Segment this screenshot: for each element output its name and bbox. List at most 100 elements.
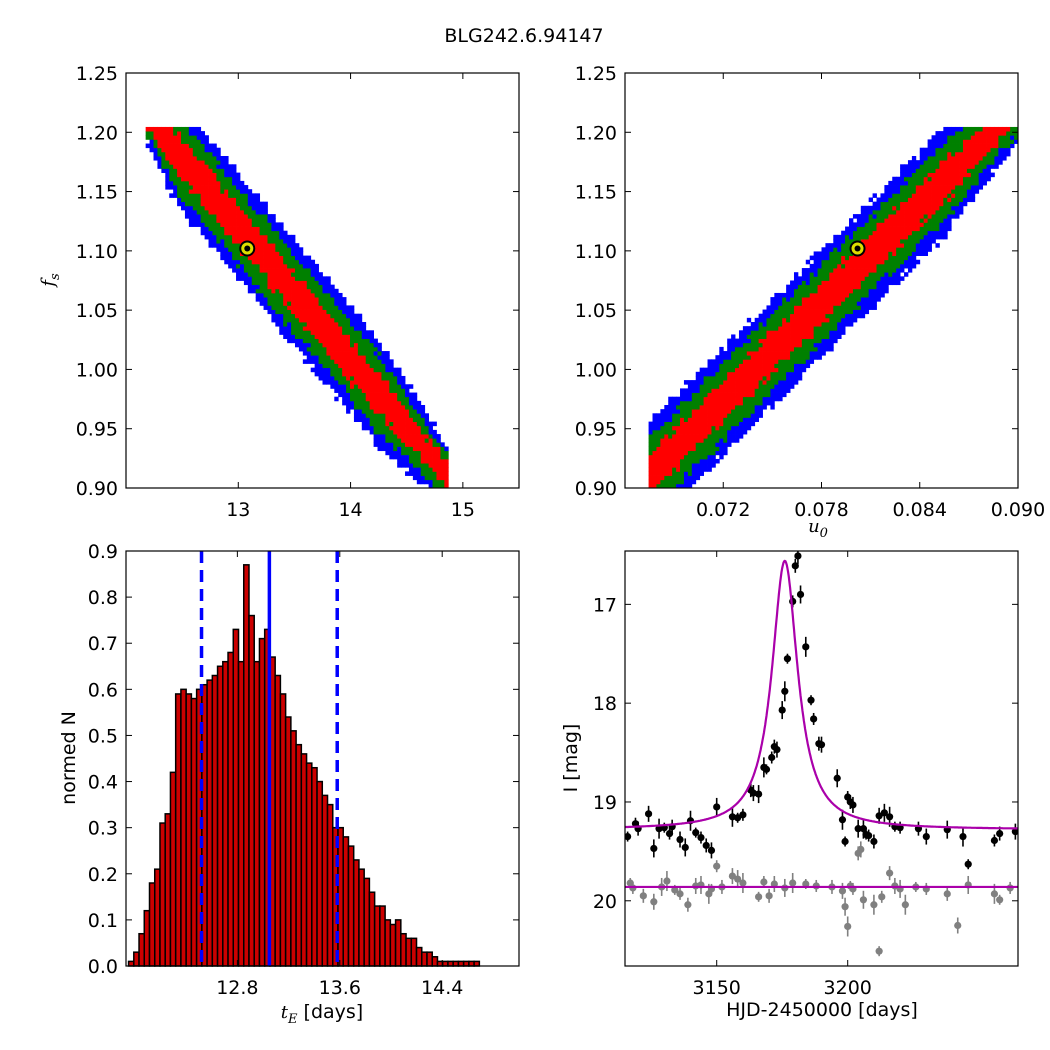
histogram-bar xyxy=(274,674,282,967)
posterior-cell xyxy=(943,185,948,190)
posterior-cell xyxy=(852,292,858,298)
posterior-cell xyxy=(774,396,779,402)
posterior-cell xyxy=(943,226,948,232)
posterior-cell xyxy=(405,413,410,418)
posterior-cell xyxy=(813,342,818,348)
posterior-cell xyxy=(935,180,940,186)
posterior-cell xyxy=(786,367,791,373)
posterior-cell xyxy=(251,193,257,198)
posterior-cell xyxy=(428,425,433,431)
posterior-cell xyxy=(782,371,787,377)
posterior-cell xyxy=(314,292,319,298)
posterior-cell xyxy=(833,255,838,261)
posterior-cell xyxy=(373,442,378,447)
posterior-cell xyxy=(397,367,402,373)
posterior-cell xyxy=(754,392,760,398)
posterior-cell xyxy=(306,322,312,327)
posterior-cell xyxy=(365,380,371,385)
posterior-cell xyxy=(255,288,261,294)
y-tick-label: 1.25 xyxy=(76,63,118,85)
posterior-cell xyxy=(1002,131,1007,136)
posterior-cell xyxy=(326,342,331,348)
posterior-cell xyxy=(294,251,300,256)
posterior-cell xyxy=(204,201,209,207)
posterior-cell xyxy=(652,442,657,447)
posterior-cell xyxy=(817,255,822,261)
posterior-cell xyxy=(350,375,355,381)
posterior-cell xyxy=(723,421,728,427)
posterior-cell xyxy=(259,214,264,219)
posterior-cell xyxy=(165,139,170,144)
posterior-cell xyxy=(746,334,752,339)
posterior-cell xyxy=(860,222,866,227)
posterior-cell xyxy=(432,471,437,476)
posterior-cell xyxy=(228,189,233,194)
posterior-cell xyxy=(911,168,917,173)
posterior-cell xyxy=(302,288,308,294)
posterior-cell xyxy=(809,255,815,261)
posterior-cell xyxy=(259,272,264,277)
posterior-cell xyxy=(742,421,748,427)
posterior-cell xyxy=(959,135,964,140)
posterior-cell xyxy=(310,367,316,373)
posterior-cell xyxy=(923,234,929,240)
posterior-cell xyxy=(326,367,331,373)
posterior-cell xyxy=(420,454,426,460)
posterior-cell xyxy=(786,346,791,352)
posterior-cell xyxy=(915,180,921,186)
posterior-cell xyxy=(271,297,276,302)
posterior-cell xyxy=(927,160,932,165)
posterior-cell xyxy=(892,226,897,232)
posterior-cell xyxy=(385,417,390,422)
posterior-cell xyxy=(255,239,261,244)
posterior-cell xyxy=(727,375,732,381)
posterior-cell xyxy=(255,251,261,256)
posterior-cell xyxy=(774,330,779,335)
posterior-cell xyxy=(196,205,202,211)
posterior-cell xyxy=(711,400,716,406)
posterior-cell xyxy=(911,156,917,161)
posterior-cell xyxy=(357,359,363,364)
posterior-cell xyxy=(809,322,815,327)
posterior-cell xyxy=(695,425,701,431)
posterior-cell xyxy=(267,276,272,281)
posterior-cell xyxy=(306,326,312,331)
posterior-cell xyxy=(805,309,811,315)
posterior-cell xyxy=(338,330,343,335)
data-point xyxy=(954,921,962,930)
posterior-cell xyxy=(880,214,885,219)
posterior-cell xyxy=(982,151,987,157)
posterior-cell xyxy=(837,326,842,331)
posterior-cell xyxy=(365,342,371,348)
histogram-bar xyxy=(347,845,355,967)
posterior-cell xyxy=(177,189,182,194)
posterior-cell xyxy=(998,160,1003,165)
posterior-cell xyxy=(664,483,669,489)
posterior-cell xyxy=(727,367,732,373)
posterior-cell xyxy=(393,392,398,398)
posterior-cell xyxy=(809,342,815,348)
posterior-cell xyxy=(664,446,669,452)
posterior-cell xyxy=(868,218,873,223)
posterior-cell xyxy=(310,259,316,265)
posterior-cell xyxy=(369,359,374,364)
posterior-cell xyxy=(849,297,854,302)
posterior-cell xyxy=(648,450,653,456)
posterior-cell xyxy=(298,247,304,252)
posterior-cell xyxy=(970,151,976,157)
posterior-cell xyxy=(837,292,842,298)
y-tick-label: 0.8 xyxy=(88,587,118,609)
posterior-cell xyxy=(923,189,929,194)
series-2 xyxy=(626,841,1014,957)
posterior-cell xyxy=(408,429,414,435)
posterior-cell xyxy=(184,126,190,132)
posterior-cell xyxy=(770,371,775,377)
posterior-cell xyxy=(326,284,331,290)
posterior-cell xyxy=(856,292,862,298)
posterior-cell xyxy=(691,450,697,456)
posterior-cell xyxy=(287,301,292,306)
posterior-cell xyxy=(793,371,799,377)
posterior-cell xyxy=(911,193,917,198)
posterior-cell xyxy=(412,392,418,398)
posterior-cell xyxy=(793,330,799,335)
